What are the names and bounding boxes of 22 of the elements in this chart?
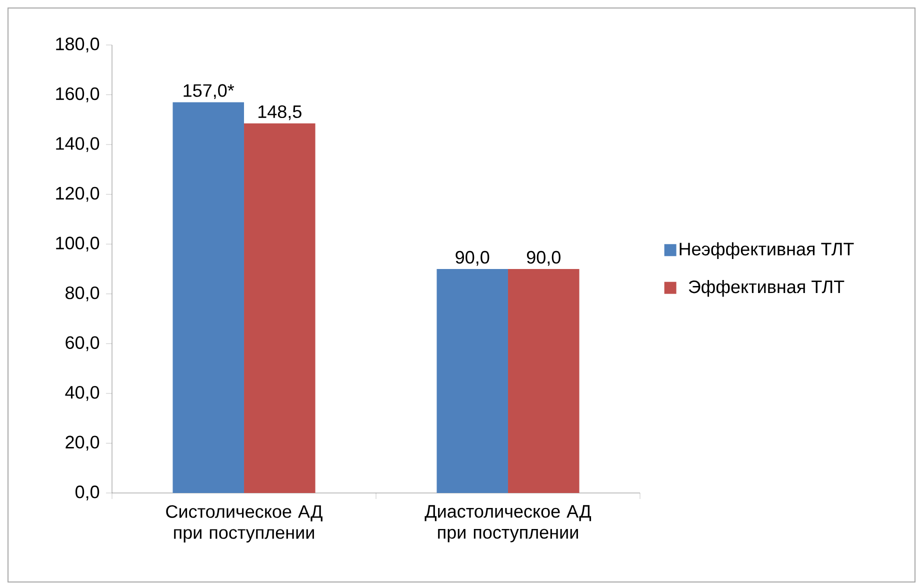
- bar: [436, 268, 508, 493]
- bar: [244, 123, 316, 493]
- x-tick-label: Систолическое АД при поступлении: [166, 505, 322, 542]
- data-label: 148,5: [258, 105, 302, 120]
- y-tick-label: 0,0: [75, 486, 100, 500]
- y-tick-label: 120,0: [56, 186, 100, 202]
- y-tick-label: 180,0: [56, 38, 100, 52]
- legend-label: Неэффективная ТЛТ: [680, 242, 854, 260]
- y-tick-label: 40,0: [65, 386, 100, 401]
- y-tick-label: 80,0: [66, 286, 100, 302]
- y-tick-label: 100,0: [56, 236, 100, 252]
- data-label: 90,0: [456, 250, 490, 266]
- x-tick-label: Диастолическое АД при поступлении: [424, 505, 592, 542]
- bar: [172, 102, 244, 493]
- bar: [508, 268, 580, 493]
- data-label: 157,0*: [184, 84, 234, 100]
- y-tick-label: 60,0: [66, 336, 100, 352]
- y-tick-label: 20,0: [66, 436, 100, 451]
- legend-label: Эффективная ТЛТ: [688, 280, 844, 297]
- y-tick-label: 160,0: [56, 87, 100, 102]
- y-tick-label: 140,0: [56, 137, 100, 152]
- data-label: 90,0: [526, 250, 560, 266]
